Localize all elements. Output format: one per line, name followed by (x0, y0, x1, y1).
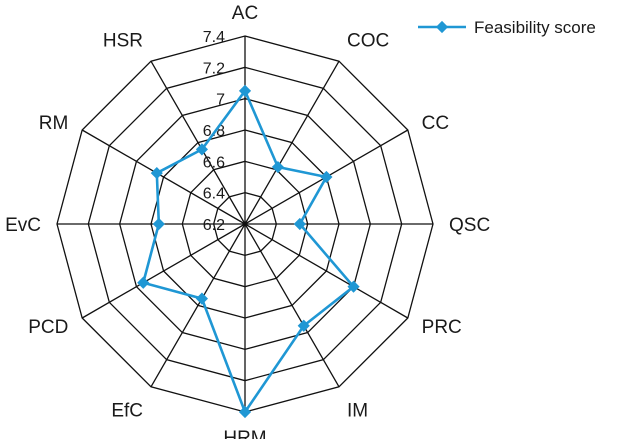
spoke-pcd (81, 223, 246, 319)
data-point-prc (347, 280, 360, 293)
data-point-coc (271, 160, 284, 174)
data-point-hsr (195, 143, 209, 156)
axis-label-hsr: HSR (103, 30, 143, 51)
tick-label: 6.2 (203, 217, 225, 234)
radar-spokes (57, 36, 433, 412)
spoke-hsr (150, 60, 246, 225)
tick-label: 6.4 (203, 186, 225, 203)
data-point-cc (320, 170, 333, 184)
axis-label-im: IM (347, 401, 368, 422)
series-line (141, 88, 356, 415)
axis-label-efc: EfC (111, 401, 143, 422)
spoke-prc (244, 223, 409, 319)
axis-label-prc: PRC (422, 317, 462, 338)
spoke-im (244, 223, 340, 388)
legend-diamond-marker (435, 20, 449, 34)
tick-label: 7 (216, 92, 225, 109)
axis-label-rm: RM (39, 113, 69, 134)
spoke-coc (244, 60, 340, 225)
axis-label-pcd: PCD (28, 317, 68, 338)
tick-label: 6.6 (203, 154, 225, 171)
data-point-qsc (293, 217, 306, 231)
axis-label-evc: EvC (5, 215, 41, 236)
axis-label-qsc: QSC (449, 215, 490, 236)
axis-labels: AC COC CC QSC PRC IM HRM EfC PCD EvC RM HSR (5, 3, 490, 439)
data-point-im (297, 319, 310, 332)
tick-label: 7.2 (203, 60, 225, 77)
data-point-efc (195, 292, 209, 305)
spoke-efc (150, 223, 246, 388)
axis-label-cc: CC (422, 113, 449, 134)
data-point-rm (150, 166, 163, 180)
data-point-hrm (238, 405, 252, 419)
tick-label: 7.4 (203, 29, 225, 46)
data-point-pcd (137, 276, 150, 289)
series-layer (137, 84, 360, 419)
axis-label-hrm: HRM (223, 428, 266, 439)
axis-label-ac: AC (232, 3, 258, 24)
axis-label-coc: COC (347, 30, 389, 51)
legend-label: Feasibility score (474, 18, 596, 37)
data-point-evc (152, 217, 165, 231)
spoke-rm (81, 129, 246, 225)
data-point-ac (238, 84, 252, 97)
legend: Feasibility score (418, 18, 596, 37)
